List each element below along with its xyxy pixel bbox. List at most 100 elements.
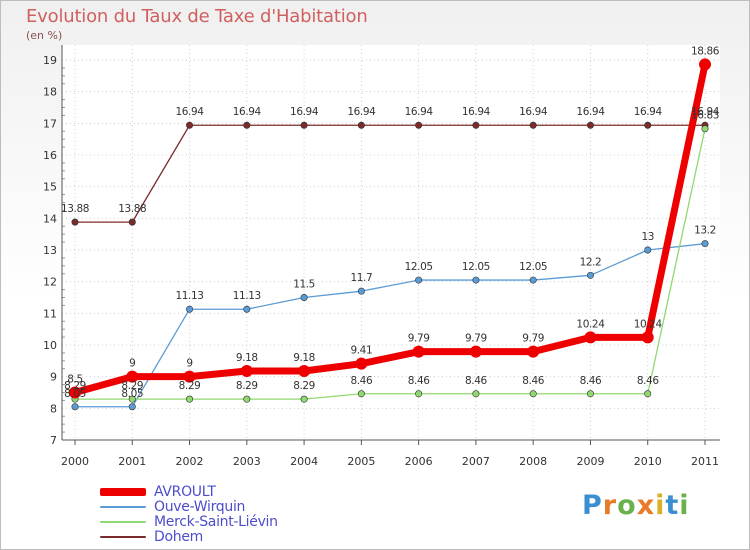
data-point: [644, 390, 652, 398]
data-point: [300, 293, 308, 301]
legend-item: Merck-Saint-Liévin: [100, 514, 278, 529]
data-label: 8.05: [64, 388, 86, 400]
data-point: [243, 395, 251, 403]
y-tick-label: 13: [43, 244, 57, 257]
data-point: [529, 121, 537, 129]
data-label: 10.24: [576, 318, 605, 330]
x-tick-label: 2002: [176, 455, 204, 468]
y-tick-label: 7: [50, 434, 57, 447]
data-point: [586, 271, 594, 279]
legend-label: Ouve-Wirquin: [154, 498, 246, 515]
y-tick-label: 14: [43, 212, 57, 225]
data-label: 16.94: [176, 106, 205, 118]
data-label: 9.79: [465, 333, 487, 345]
data-label: 11.7: [350, 272, 372, 284]
data-label: 8.5: [67, 374, 83, 386]
legend-item: Dohem: [100, 529, 278, 544]
data-point: [415, 390, 423, 398]
x-tick-label: 2006: [405, 455, 433, 468]
data-point: [701, 125, 709, 133]
data-label: 18.86: [691, 45, 720, 57]
data-point: [641, 331, 654, 344]
x-tick-label: 2008: [519, 455, 547, 468]
data-label: 12.05: [405, 261, 433, 273]
x-tick-label: 2000: [61, 455, 89, 468]
data-point: [415, 121, 423, 129]
data-point: [584, 331, 597, 344]
data-point: [186, 305, 194, 313]
data-label: 16.94: [576, 106, 605, 118]
data-point: [300, 395, 308, 403]
legend-label: Dohem: [154, 528, 203, 545]
data-point: [298, 364, 311, 377]
data-point: [186, 395, 194, 403]
data-point: [469, 345, 482, 358]
data-point: [412, 345, 425, 358]
plot-area: [62, 45, 720, 440]
data-label: 11.5: [293, 279, 315, 291]
data-label: 8.29: [236, 380, 258, 392]
data-point: [243, 305, 251, 313]
data-point: [240, 364, 253, 377]
data-point: [71, 403, 79, 411]
legend-swatch: [100, 535, 146, 538]
data-label: 8.46: [637, 375, 659, 387]
data-label: 16.94: [290, 106, 319, 118]
y-tick-label: 16: [43, 149, 57, 162]
data-label: 16.94: [634, 106, 663, 118]
data-label: 9: [186, 358, 192, 370]
legend-item: AVROULT: [100, 484, 278, 499]
data-label: 13.2: [694, 225, 716, 237]
data-label: 11.13: [233, 290, 261, 302]
data-label: 16.94: [519, 106, 548, 118]
data-point: [128, 395, 136, 403]
data-point: [71, 218, 79, 226]
data-label: 8.46: [408, 375, 430, 387]
data-label: 8.29: [179, 380, 201, 392]
y-tick-label: 9: [50, 371, 57, 384]
data-label: 8.46: [580, 375, 602, 387]
data-point: [586, 390, 594, 398]
data-label: 13: [641, 231, 654, 243]
x-tick-label: 2011: [691, 455, 719, 468]
x-tick-label: 2005: [347, 455, 375, 468]
data-point: [472, 390, 480, 398]
series-line-avroult: [71, 60, 709, 396]
data-label: 13.88: [61, 203, 89, 215]
series-line-merck-saint-li-vin: [74, 128, 706, 400]
data-label: 13.88: [118, 203, 146, 215]
data-label: 10.24: [634, 318, 663, 330]
data-label: 16.94: [233, 106, 262, 118]
data-point: [586, 121, 594, 129]
data-point: [128, 218, 136, 226]
data-point: [529, 390, 537, 398]
data-point: [644, 246, 652, 254]
x-tick-label: 2010: [634, 455, 662, 468]
x-tick-label: 2004: [290, 455, 318, 468]
data-point: [527, 345, 540, 358]
data-point: [183, 370, 196, 383]
x-tick-label: 2007: [462, 455, 490, 468]
data-point: [529, 276, 537, 284]
data-label: 9.79: [408, 333, 430, 345]
data-label: 16.83: [691, 110, 719, 122]
data-point: [644, 121, 652, 129]
data-point: [186, 121, 194, 129]
data-label: 8.46: [350, 375, 372, 387]
y-tick-label: 8: [50, 402, 57, 415]
data-label: 8.29: [293, 380, 315, 392]
y-tick-label: 18: [43, 86, 57, 99]
data-label: 12.2: [580, 256, 602, 268]
y-tick-label: 11: [43, 307, 57, 320]
y-tick-label: 12: [43, 276, 57, 289]
data-point: [355, 357, 368, 370]
x-tick-label: 2001: [118, 455, 146, 468]
y-tick-label: 15: [43, 181, 57, 194]
data-label: 8.46: [465, 375, 487, 387]
data-label: 9.41: [350, 345, 372, 357]
data-label: 8.29: [121, 380, 143, 392]
data-label: 16.94: [462, 106, 491, 118]
data-label: 12.05: [462, 261, 490, 273]
data-label: 16.94: [347, 106, 376, 118]
